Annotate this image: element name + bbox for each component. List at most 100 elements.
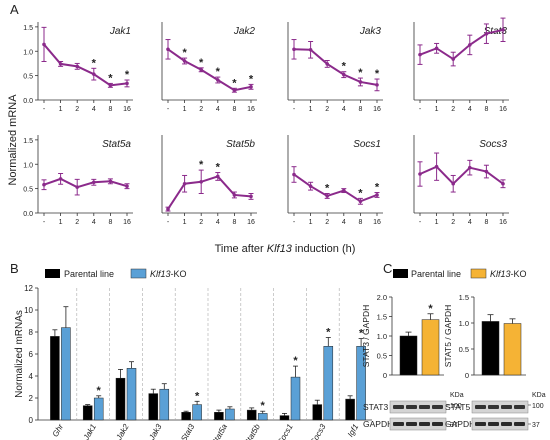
bar-parental xyxy=(50,336,60,421)
subplot-stat5b: - 1 2 4 8 16 Stat5b * * xyxy=(161,135,257,226)
data-point xyxy=(358,199,363,204)
data-point xyxy=(501,28,505,32)
x-tick-label: 1 xyxy=(59,106,63,113)
data-point xyxy=(249,194,253,199)
bar-parental xyxy=(115,377,126,421)
panel-c-ylabel: STAT3 / GAPDH xyxy=(361,305,371,368)
kda-mark-37: 37 xyxy=(450,422,458,429)
x-tick-label: 4 xyxy=(216,106,220,113)
x-tick-label: - xyxy=(43,106,46,113)
x-tick-label: 4 xyxy=(92,106,96,113)
blot-band xyxy=(475,422,486,426)
x-tick-label: 1 xyxy=(309,106,313,113)
subplot-jak2: - 1 2 4 8 16 Jak2 * * * * * xyxy=(161,22,257,113)
legend-label-parental: Parental line xyxy=(64,269,114,279)
x-tick-label: - xyxy=(419,106,422,113)
significance-star: * xyxy=(216,66,221,78)
significance-star: * xyxy=(359,328,364,340)
y-tick-label: 0.0 xyxy=(23,98,33,105)
series-line xyxy=(43,177,128,189)
data-point xyxy=(451,57,456,61)
data-point xyxy=(418,172,422,176)
y-tick-label: 6 xyxy=(29,350,34,359)
data-point xyxy=(484,169,489,174)
subplot-socs3: - 1 2 4 8 16 Socs3 xyxy=(413,135,509,226)
x-tick-label: 16 xyxy=(123,106,131,113)
significance-star: * xyxy=(108,72,113,84)
x-tick-label: 1 xyxy=(59,219,63,226)
data-point xyxy=(358,80,363,84)
data-point xyxy=(434,164,439,169)
data-point xyxy=(375,193,379,197)
data-point xyxy=(75,64,79,69)
series-line xyxy=(43,43,128,87)
x-tick-label: 1 xyxy=(309,219,313,226)
x-tick-label: - xyxy=(293,219,296,226)
x-tick-label: 2 xyxy=(325,219,329,226)
data-point xyxy=(182,181,187,186)
blot-band xyxy=(514,405,525,409)
significance-star: * xyxy=(232,77,237,89)
data-point xyxy=(342,188,346,193)
x-tick-label: Socs1 xyxy=(276,423,295,440)
x-tick-label: - xyxy=(167,219,170,226)
y-tick-label: 0.5 xyxy=(23,187,33,194)
legend-label-parental: Parental line xyxy=(411,269,461,279)
data-point xyxy=(58,62,63,66)
y-tick-label: 1.0 xyxy=(23,162,33,169)
data-point xyxy=(325,62,330,66)
bar-ko xyxy=(421,319,440,376)
data-point xyxy=(108,179,113,184)
blot-label-gapdh: GAPDH xyxy=(363,419,393,429)
y-tick-label: 0 xyxy=(29,416,34,425)
panel-b: B 0 2 4 6 8 10 12 Normalized mRNAs Parental line K… xyxy=(10,261,372,440)
panel-label-a: A xyxy=(10,2,19,17)
x-tick-label: 8 xyxy=(232,219,236,226)
legend-gene: Klf13 xyxy=(150,269,171,279)
blot-label-gapdh: GAPDH xyxy=(445,419,475,429)
x-tick-label: Socs3 xyxy=(309,422,328,440)
legend-swatch-ko xyxy=(470,268,487,279)
x-tick-label: 16 xyxy=(123,219,131,226)
y-tick-label: 8 xyxy=(29,328,34,337)
legend-swatch-parental xyxy=(45,269,60,278)
data-point xyxy=(308,47,313,52)
significance-star: * xyxy=(428,303,433,315)
x-tick-label: 2 xyxy=(325,106,329,113)
y-tick-label: 0.5 xyxy=(459,345,469,354)
significance-star: * xyxy=(216,162,221,174)
blot-band xyxy=(501,422,512,426)
blot-band xyxy=(406,422,417,426)
data-point xyxy=(232,193,237,197)
kda-unit: KDa xyxy=(532,392,546,399)
blot-band xyxy=(419,422,430,426)
legend-suffix: -KO xyxy=(171,269,187,279)
bar-ko xyxy=(503,323,522,376)
bar-parental xyxy=(214,412,224,421)
panel-c-legend: Parental line Klf13-KO xyxy=(393,268,527,279)
bar-ko xyxy=(93,397,104,421)
legend-suffix: -KO xyxy=(511,269,527,279)
series-line xyxy=(419,28,504,61)
x-tick-label: 16 xyxy=(499,219,507,226)
data-point xyxy=(292,47,296,52)
data-point xyxy=(216,78,220,82)
subplot-title: Socs1 xyxy=(353,139,381,150)
data-point xyxy=(501,181,505,186)
y-tick-label: 1.5 xyxy=(23,25,33,32)
x-tick-label: 1 xyxy=(435,106,439,113)
panel-a-ylabel: Normalized mRNA xyxy=(7,94,19,186)
subplot-jak3: - 1 2 4 8 16 Jak3 * * * xyxy=(287,22,383,113)
blot-band xyxy=(475,405,486,409)
bar-parental xyxy=(345,398,355,421)
blot-band xyxy=(514,422,525,426)
group-ghr: Ghr xyxy=(50,306,71,439)
x-tick-label: Jak3 xyxy=(147,422,164,440)
bar-ko xyxy=(225,408,235,421)
series-line xyxy=(293,173,378,203)
blot-band xyxy=(501,405,512,409)
x-tick-label: 16 xyxy=(373,106,381,113)
bar-ko xyxy=(192,404,202,421)
significance-star: * xyxy=(199,159,204,171)
kda-mark-37: 37 xyxy=(532,422,540,429)
